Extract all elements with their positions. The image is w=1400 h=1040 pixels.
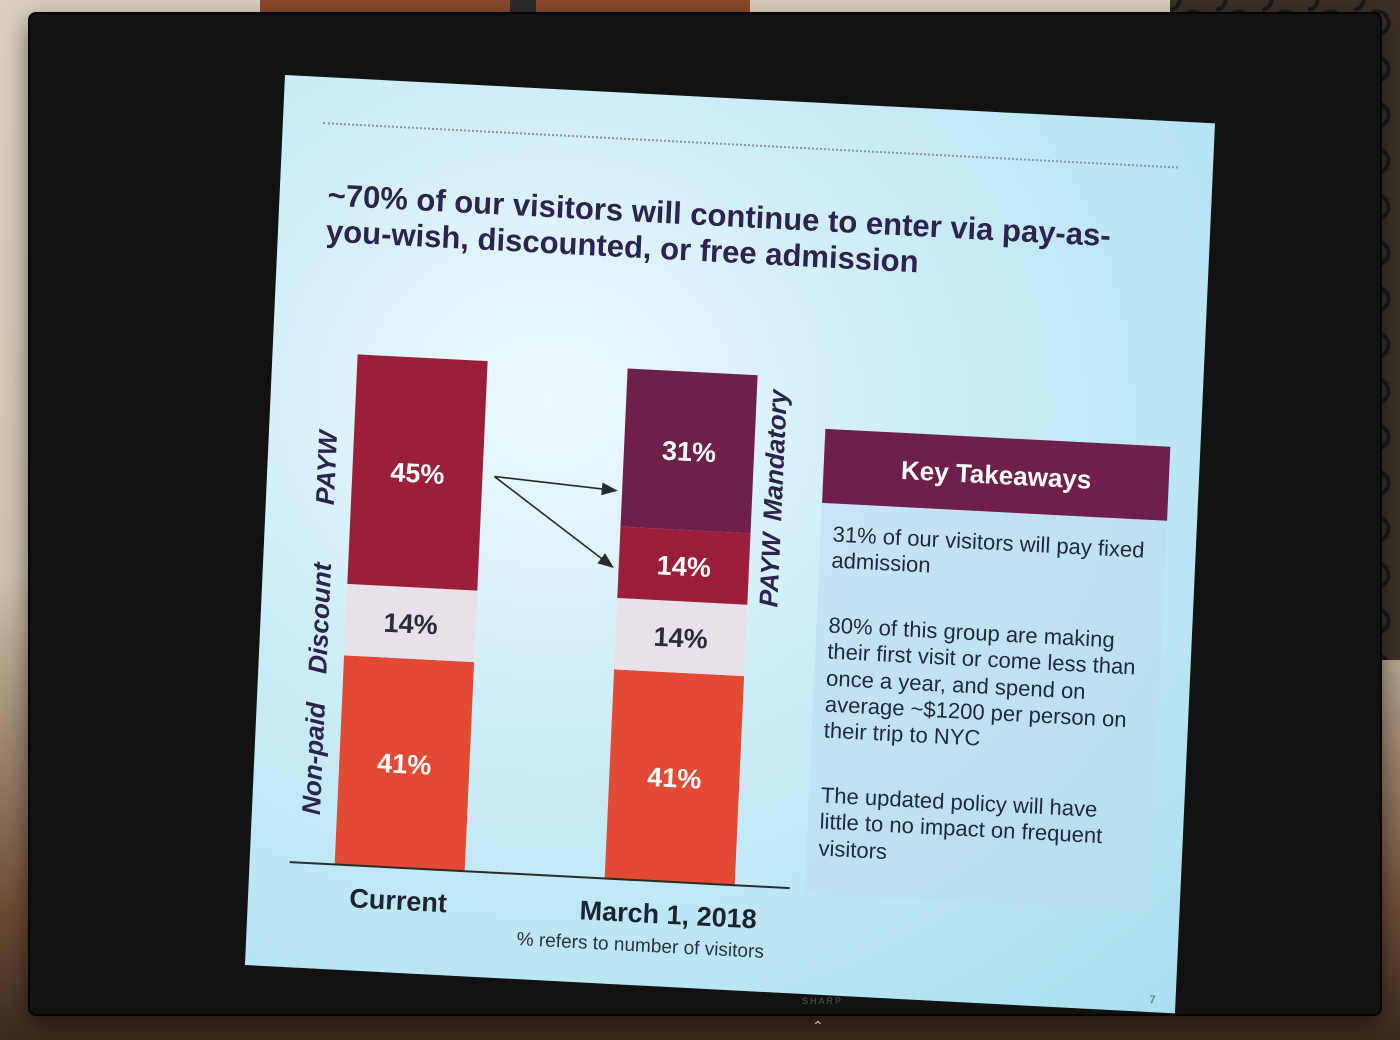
takeaway-item-3: The updated policy will have little to n… xyxy=(818,782,1103,864)
data-label: 41% xyxy=(377,748,432,781)
chart-baseline xyxy=(289,861,790,890)
axis-label-right: Mandatory xyxy=(757,387,793,521)
data-label: 45% xyxy=(390,457,445,490)
bar-payw-2 xyxy=(617,526,751,605)
page-number: 7 xyxy=(1149,994,1156,1007)
bar-discount-1 xyxy=(344,583,478,663)
data-label: 14% xyxy=(656,550,711,583)
dotted-divider xyxy=(322,122,1178,169)
axis-label-left: Non-paid xyxy=(296,700,331,815)
bar-mandatory-2 xyxy=(620,368,758,534)
presentation-slide: ~70% of our visitors will continue to en… xyxy=(244,75,1215,1014)
axis-label-left: PAYW xyxy=(310,428,343,506)
arrow-to-payw xyxy=(493,475,614,569)
takeaway-item-1: 31% of our visitors will pay fixed admis… xyxy=(830,521,1146,579)
stacked-bar-chart: 41% 14% 45% Current 41% 14% 14% 31% March 1, 201… xyxy=(289,354,793,934)
data-label: 31% xyxy=(661,436,716,469)
key-takeaways-heading: Key Takeaways xyxy=(822,428,1171,521)
data-label: 41% xyxy=(647,762,702,795)
axis-label-left: Discount xyxy=(302,561,337,675)
bar-non-paid-1 xyxy=(334,655,475,872)
key-takeaways-panel: Key Takeaways 31% of our visitors will p… xyxy=(804,428,1171,912)
axis-label-right: PAYW xyxy=(753,530,786,608)
category-label: March 1, 2018 xyxy=(579,895,757,934)
slide-title: ~70% of our visitors will continue to en… xyxy=(325,177,1112,280)
data-label: 14% xyxy=(653,622,708,655)
takeaway-item-2: 80% of this group are making their first… xyxy=(823,612,1137,751)
power-indicator-icon: ⌃ xyxy=(812,1018,824,1034)
bar-discount-2 xyxy=(614,597,748,677)
category-label: Current xyxy=(349,883,448,918)
bar-payw-1 xyxy=(347,354,488,591)
bar-non-paid-2 xyxy=(604,669,745,886)
data-label: 14% xyxy=(383,608,438,641)
monitor-brand: SHARP xyxy=(802,996,844,1006)
arrow-to-mandatory xyxy=(494,475,618,496)
